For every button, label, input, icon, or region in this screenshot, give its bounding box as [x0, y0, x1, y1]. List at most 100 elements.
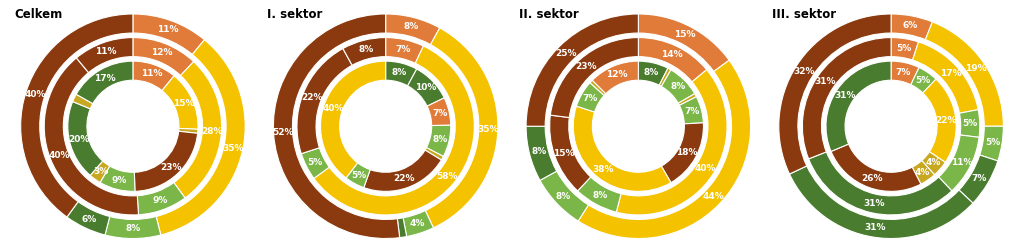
Text: 17%: 17%: [940, 70, 962, 78]
Text: 23%: 23%: [160, 162, 181, 172]
Text: 11%: 11%: [157, 25, 178, 34]
Text: 40%: 40%: [323, 104, 344, 113]
Wedge shape: [133, 38, 194, 76]
Text: I. sektor: I. sektor: [266, 8, 322, 21]
Text: 18%: 18%: [677, 148, 698, 157]
Text: III. sektor: III. sektor: [772, 8, 837, 21]
Text: 11%: 11%: [951, 158, 973, 167]
Text: 9%: 9%: [152, 196, 167, 205]
Wedge shape: [44, 58, 138, 215]
Text: 8%: 8%: [531, 147, 547, 156]
Wedge shape: [426, 125, 451, 156]
Wedge shape: [550, 38, 638, 117]
Wedge shape: [346, 163, 371, 188]
Text: 3%: 3%: [93, 167, 109, 176]
Text: 12%: 12%: [152, 48, 173, 57]
Wedge shape: [939, 135, 979, 191]
Text: 15%: 15%: [674, 30, 695, 39]
Wedge shape: [638, 61, 668, 85]
Wedge shape: [301, 148, 330, 178]
Text: 8%: 8%: [403, 22, 419, 31]
Wedge shape: [321, 61, 386, 178]
Text: 8%: 8%: [556, 192, 571, 201]
Wedge shape: [178, 128, 198, 133]
Text: 22%: 22%: [301, 92, 323, 102]
Wedge shape: [803, 38, 891, 159]
Text: 7%: 7%: [583, 94, 598, 103]
Text: 7%: 7%: [896, 68, 911, 76]
Text: 22%: 22%: [393, 174, 415, 183]
Text: 31%: 31%: [815, 77, 837, 86]
Wedge shape: [386, 61, 417, 86]
Wedge shape: [550, 115, 591, 191]
Wedge shape: [959, 155, 997, 203]
Text: 15%: 15%: [553, 148, 574, 158]
Text: 20%: 20%: [69, 134, 89, 143]
Text: 10%: 10%: [415, 84, 436, 92]
Text: 12%: 12%: [606, 70, 628, 80]
Wedge shape: [526, 14, 638, 126]
Wedge shape: [134, 131, 198, 191]
Wedge shape: [273, 14, 399, 238]
Wedge shape: [678, 94, 696, 105]
Wedge shape: [540, 171, 589, 221]
Text: 40%: 40%: [48, 151, 70, 160]
Text: 25%: 25%: [555, 49, 577, 58]
Wedge shape: [891, 61, 920, 85]
Wedge shape: [590, 80, 606, 96]
Wedge shape: [427, 98, 451, 126]
Wedge shape: [105, 216, 161, 238]
Wedge shape: [343, 38, 386, 65]
Wedge shape: [891, 38, 919, 60]
Text: 6%: 6%: [903, 21, 918, 30]
Wedge shape: [790, 166, 973, 238]
Text: 40%: 40%: [694, 164, 716, 173]
Wedge shape: [926, 22, 1004, 126]
Wedge shape: [577, 83, 604, 112]
Wedge shape: [408, 69, 444, 106]
Wedge shape: [90, 161, 110, 182]
Text: 31%: 31%: [835, 91, 856, 100]
Wedge shape: [923, 79, 956, 162]
Text: 22%: 22%: [936, 116, 957, 124]
Wedge shape: [809, 152, 951, 215]
Wedge shape: [912, 42, 978, 113]
Wedge shape: [133, 61, 174, 90]
Text: 6%: 6%: [82, 215, 97, 224]
Text: II. sektor: II. sektor: [519, 8, 580, 21]
Text: 58%: 58%: [436, 172, 458, 181]
Text: 8%: 8%: [644, 68, 659, 77]
Wedge shape: [314, 46, 474, 215]
Wedge shape: [826, 61, 891, 152]
Text: 23%: 23%: [575, 62, 597, 72]
Text: 11%: 11%: [141, 70, 163, 78]
Wedge shape: [912, 160, 935, 184]
Text: 19%: 19%: [966, 64, 987, 73]
Wedge shape: [638, 38, 707, 82]
Wedge shape: [578, 177, 621, 212]
Text: 5%: 5%: [307, 158, 323, 167]
Wedge shape: [638, 14, 729, 72]
Wedge shape: [579, 60, 751, 238]
Text: 5%: 5%: [915, 76, 930, 85]
Wedge shape: [526, 126, 557, 180]
Text: 7%: 7%: [395, 44, 411, 54]
Text: 31%: 31%: [864, 223, 886, 232]
Text: 15%: 15%: [173, 99, 195, 108]
Wedge shape: [386, 14, 439, 44]
Text: 31%: 31%: [863, 199, 885, 208]
Wedge shape: [616, 70, 727, 215]
Wedge shape: [659, 68, 671, 86]
Wedge shape: [779, 14, 891, 174]
Wedge shape: [662, 123, 703, 183]
Text: 40%: 40%: [25, 90, 46, 99]
Text: 5%: 5%: [985, 138, 1000, 147]
Wedge shape: [133, 14, 205, 54]
Text: 8%: 8%: [392, 68, 407, 77]
Wedge shape: [425, 28, 498, 228]
Text: 5%: 5%: [963, 119, 978, 128]
Wedge shape: [922, 152, 945, 175]
Text: 14%: 14%: [662, 50, 683, 59]
Wedge shape: [137, 182, 185, 215]
Text: Celkem: Celkem: [14, 8, 62, 21]
